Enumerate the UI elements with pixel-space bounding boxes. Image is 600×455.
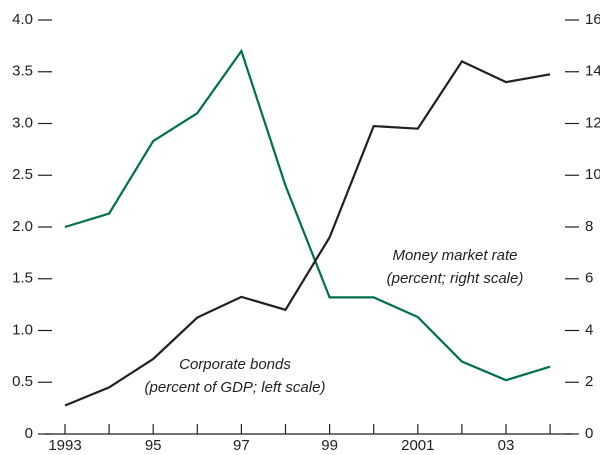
x-tick-label: 95 bbox=[145, 437, 162, 454]
y2-tick-label: 16 bbox=[585, 11, 600, 28]
y2-tick-label: 6 bbox=[585, 270, 593, 287]
y-tick-label: 3.0 bbox=[12, 114, 33, 131]
x-tick-label: 1993 bbox=[48, 437, 81, 454]
y-tick-label: 2.5 bbox=[12, 166, 33, 183]
y-tick-label: 3.5 bbox=[12, 63, 33, 80]
x-tick-label: 97 bbox=[233, 437, 250, 454]
y2-tick-label: 8 bbox=[585, 218, 593, 235]
series-line bbox=[64, 59, 551, 407]
y2-tick-label: 10 bbox=[585, 166, 600, 183]
annotation: (percent; right scale) bbox=[387, 270, 524, 287]
annotation: (percent of GDP; left scale) bbox=[145, 379, 326, 396]
x-tick-label: 03 bbox=[498, 437, 515, 454]
y-tick-label: 0 bbox=[25, 425, 33, 442]
y-tick-label: 2.0 bbox=[12, 218, 33, 235]
y-tick-label: 0.5 bbox=[12, 373, 33, 390]
y2-tick-label: 12 bbox=[585, 114, 600, 131]
x-tick-label: 99 bbox=[321, 437, 338, 454]
y2-tick-label: 14 bbox=[585, 63, 600, 80]
y2-tick-label: 4 bbox=[585, 321, 593, 338]
y2-tick-label: 2 bbox=[585, 373, 593, 390]
series-line bbox=[64, 48, 551, 382]
annotation: Corporate bonds bbox=[179, 356, 291, 373]
y-tick-label: 1.5 bbox=[12, 270, 33, 287]
y2-tick-label: 0 bbox=[585, 425, 593, 442]
annotation: Money market rate bbox=[392, 247, 517, 264]
x-tick-label: 2001 bbox=[401, 437, 434, 454]
y-tick-label: 4.0 bbox=[12, 11, 33, 28]
y-tick-label: 1.0 bbox=[12, 321, 33, 338]
